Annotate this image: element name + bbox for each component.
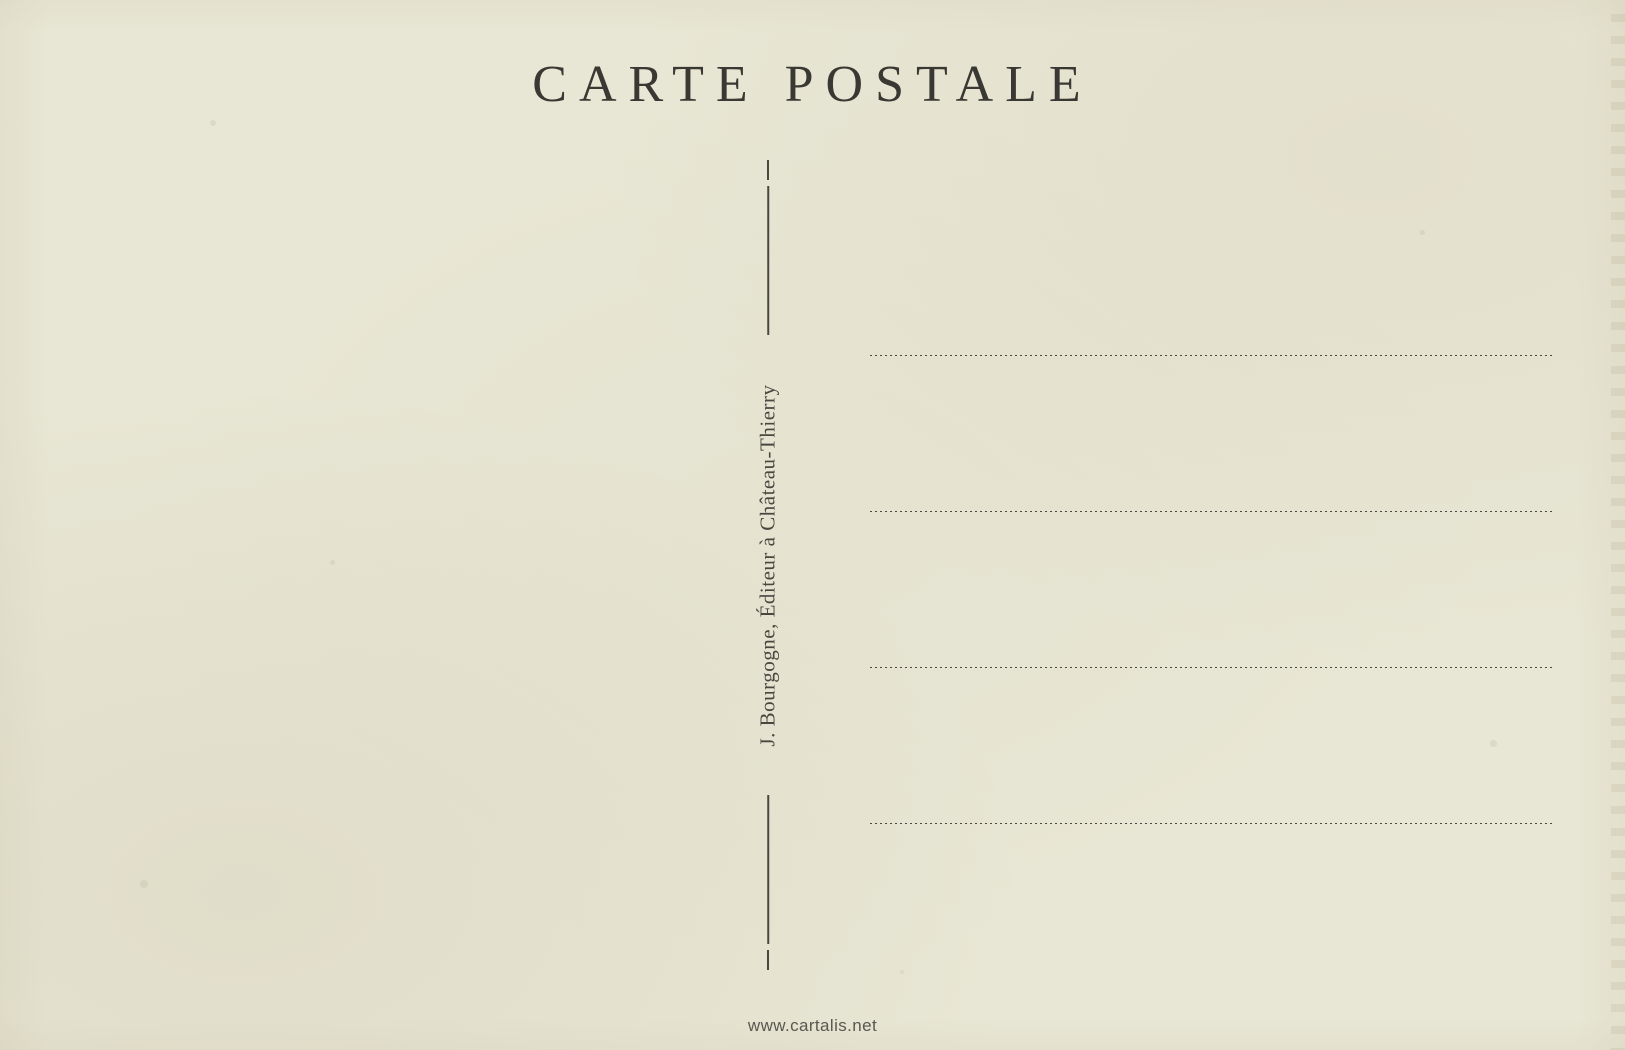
perforation-edge (1611, 0, 1625, 1050)
divider-line-upper (767, 186, 769, 335)
publisher-block: J. Bourgogne, Éditeur à Château-Thierry (767, 186, 769, 944)
publisher-credit: J. Bourgogne, Éditeur à Château-Thierry (756, 384, 781, 746)
postcard-title: CARTE POSTALE (532, 55, 1092, 114)
address-line (870, 667, 1555, 668)
address-line (870, 511, 1555, 512)
aging-spot (1420, 230, 1425, 235)
divider-tick-top (767, 160, 769, 180)
address-line (870, 355, 1555, 356)
aging-spot (900, 970, 904, 974)
center-divider: J. Bourgogne, Éditeur à Château-Thierry (767, 160, 769, 970)
aging-spot (330, 560, 335, 565)
address-line (870, 823, 1555, 824)
aging-spot (210, 120, 216, 126)
address-lines-group (870, 355, 1555, 824)
divider-tick-bottom (767, 950, 769, 970)
aging-spot (140, 880, 148, 888)
image-watermark: www.cartalis.net (748, 1016, 877, 1036)
divider-line-lower (767, 795, 769, 944)
